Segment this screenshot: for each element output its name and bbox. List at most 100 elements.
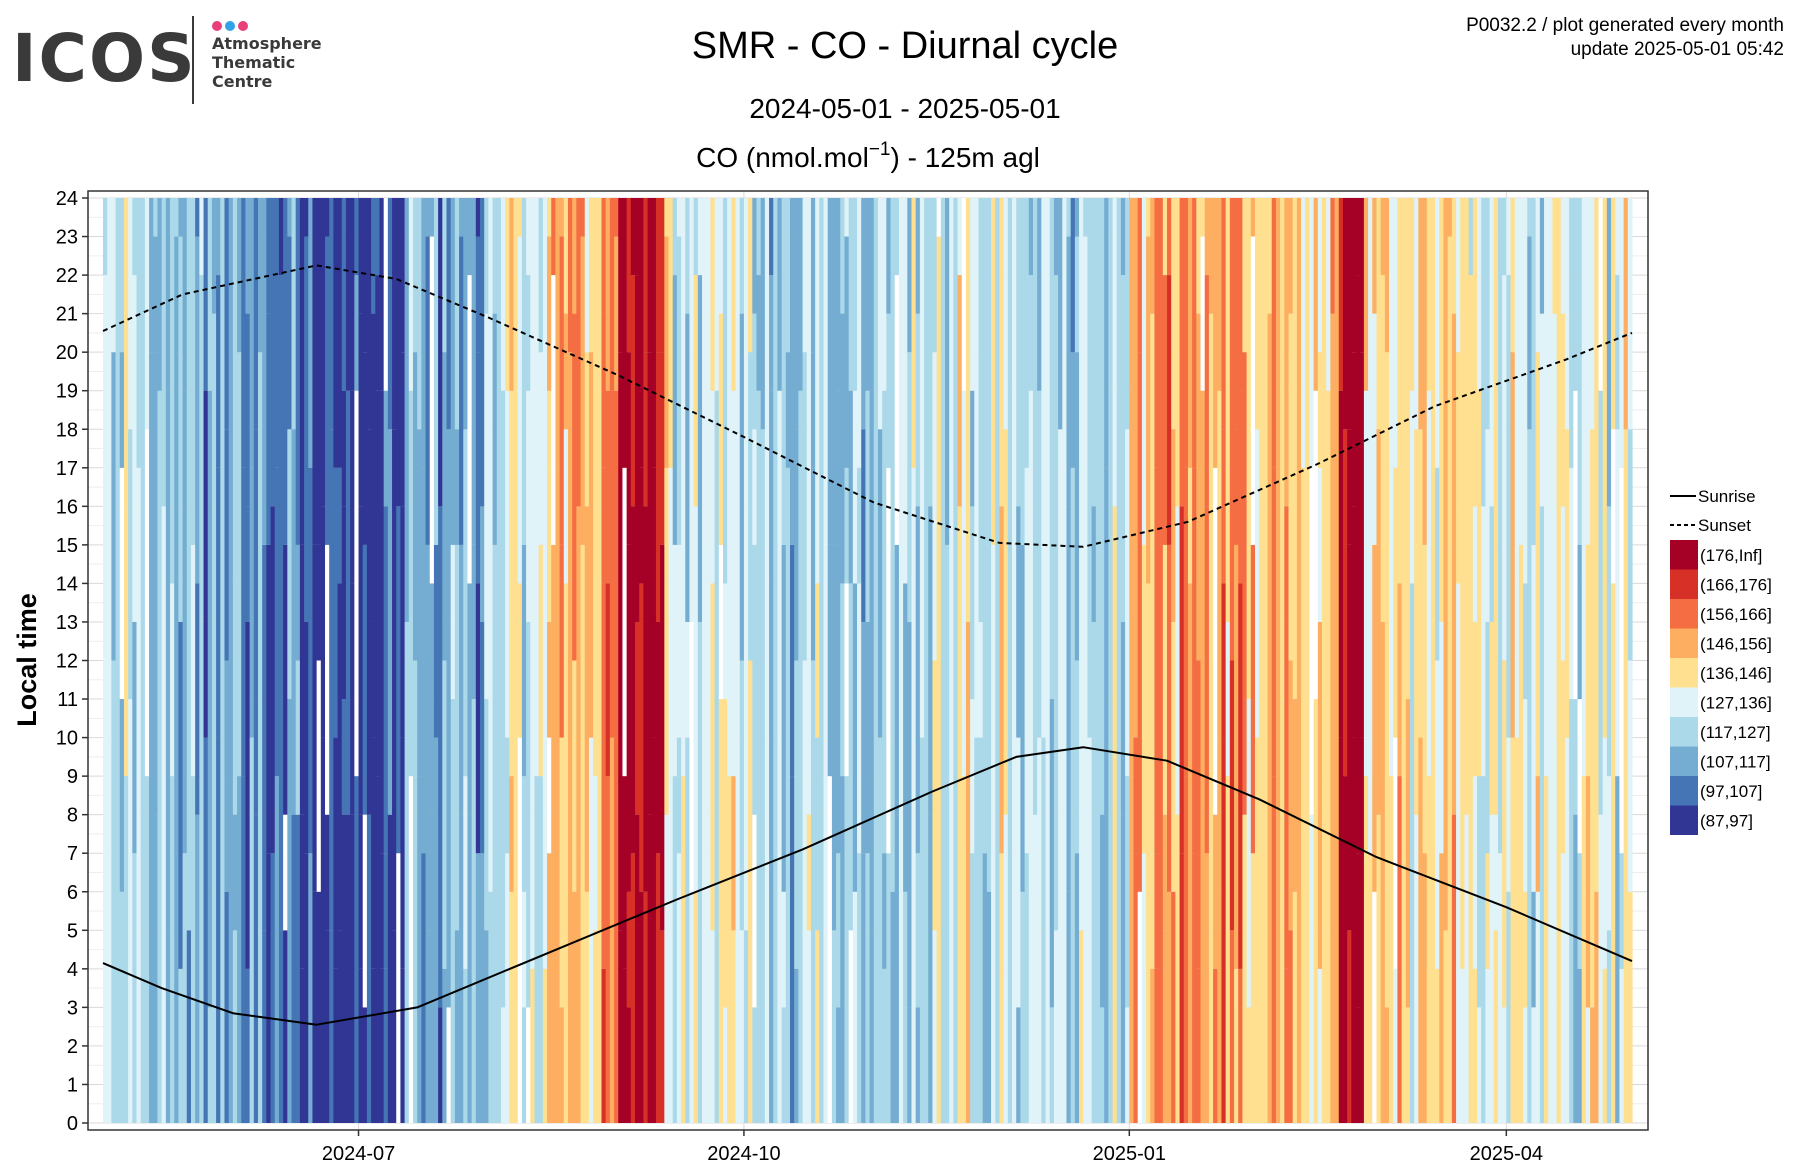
heatmap-cell [1150,198,1156,314]
heatmap-cell [1493,930,1499,1123]
heatmap-cell [153,352,159,661]
heatmap-cell [551,198,557,276]
heatmap-cell [593,930,598,1123]
heatmap-cell [1225,390,1231,507]
heatmap-cell [186,198,192,545]
heatmap-cell [1447,621,1453,892]
heatmap-cell [936,198,942,237]
heatmap-cell [1418,198,1424,430]
heatmap-cell [295,660,301,815]
heatmap-cell [136,198,142,468]
heatmap-cell [1213,968,1218,1123]
heatmap-cell [253,814,259,1123]
heatmap-cell [1116,390,1122,700]
heatmap-cell [1560,853,1566,1123]
heatmap-cell [509,891,515,1123]
heatmap-cell [534,776,540,1124]
heatmap-cell [869,390,875,700]
heatmap-cell [974,737,980,1123]
heatmap-cell [241,198,247,468]
heatmap-cell [1527,429,1533,584]
legend-bin-label: (146,156] [1700,635,1772,654]
heatmap-cell [216,467,221,738]
legend-swatch [1670,599,1698,629]
heatmap-cell [1401,198,1407,468]
heatmap-cell [1414,930,1419,1123]
heatmap-cell [1263,544,1269,815]
heatmap-cell [1489,621,1495,815]
heatmap-cell [978,198,984,237]
heatmap-cell [970,853,975,1123]
heatmap-cell [354,198,360,276]
heatmap-cell [1284,198,1290,507]
heatmap-cell [1435,198,1440,468]
legend-swatch [1670,540,1698,570]
heatmap-cell [970,506,975,700]
heatmap-cell [211,313,217,507]
heatmap-cell [1083,930,1089,1123]
heatmap-cell [714,814,720,1123]
heatmap-cell [174,352,179,584]
heatmap-cell [567,737,573,1123]
heatmap-cell [1053,930,1059,1123]
heatmap-cell [400,352,406,507]
heatmap-cell [1518,198,1524,237]
heatmap-cell [463,198,469,430]
heatmap-cell [1234,699,1239,969]
heatmap-cell [991,853,996,1123]
heatmap-cell [1024,467,1030,854]
heatmap-cell [329,660,334,931]
heatmap-cell [555,853,561,969]
heatmap-cell [1414,313,1419,430]
heatmap-cell [919,198,925,276]
heatmap-cell [1602,737,1608,969]
heatmap-cell [957,506,963,815]
heatmap-cell [924,198,929,468]
heatmap-cell [220,891,226,1123]
heatmap-cell [542,699,548,969]
heatmap-cell [190,198,196,545]
heatmap-cell [1615,776,1621,1124]
heatmap-cell [1271,198,1277,237]
heatmap-cell [237,198,242,353]
heatmap-cell [1351,198,1357,353]
heatmap-cell [1112,506,1118,738]
axes: 0123456789101112131415161718192021222324… [56,188,1543,1165]
variable-prefix: CO (nmol.mol [696,142,869,173]
heatmap-cell [551,930,557,1123]
heatmap-cell [500,198,506,391]
heatmap-cell [547,853,552,1123]
heatmap-cell [1275,390,1281,507]
heatmap-cell [1313,930,1319,1123]
heatmap-cell [1506,891,1512,1123]
heatmap-cell [199,198,205,276]
heatmap-cell [995,853,1001,969]
legend-swatch [1670,628,1698,658]
icos-logo: ICOS Atmosphere Thematic Centre [12,14,342,106]
heatmap-cell [819,390,825,777]
heatmap-cell [1217,275,1223,391]
logo-dot [238,21,248,31]
heatmap-cell [287,236,293,430]
heatmap-cell [991,198,996,353]
heatmap-cell [1104,814,1109,1123]
heatmap-cell [1477,776,1482,1008]
heatmap-cell [111,853,117,1123]
heatmap-cell [128,198,133,430]
legend-swatch [1670,776,1698,806]
heatmap-cell [806,814,812,931]
heatmap-cell [1531,544,1537,892]
heatmap-cell [1066,506,1072,892]
heatmap-cell [1196,198,1202,314]
heatmap-cell [622,198,628,468]
heatmap-cell [1435,467,1440,661]
heatmap-cell [630,198,636,276]
heatmap-cell [1573,198,1579,391]
heatmap-cell [1263,198,1269,391]
heatmap-cell [333,198,339,468]
heatmap-cell [764,198,770,391]
heatmap-cell [165,699,171,931]
heatmap-cell [530,198,536,430]
heatmap-cell [270,506,276,661]
heatmap-cell [685,313,691,622]
